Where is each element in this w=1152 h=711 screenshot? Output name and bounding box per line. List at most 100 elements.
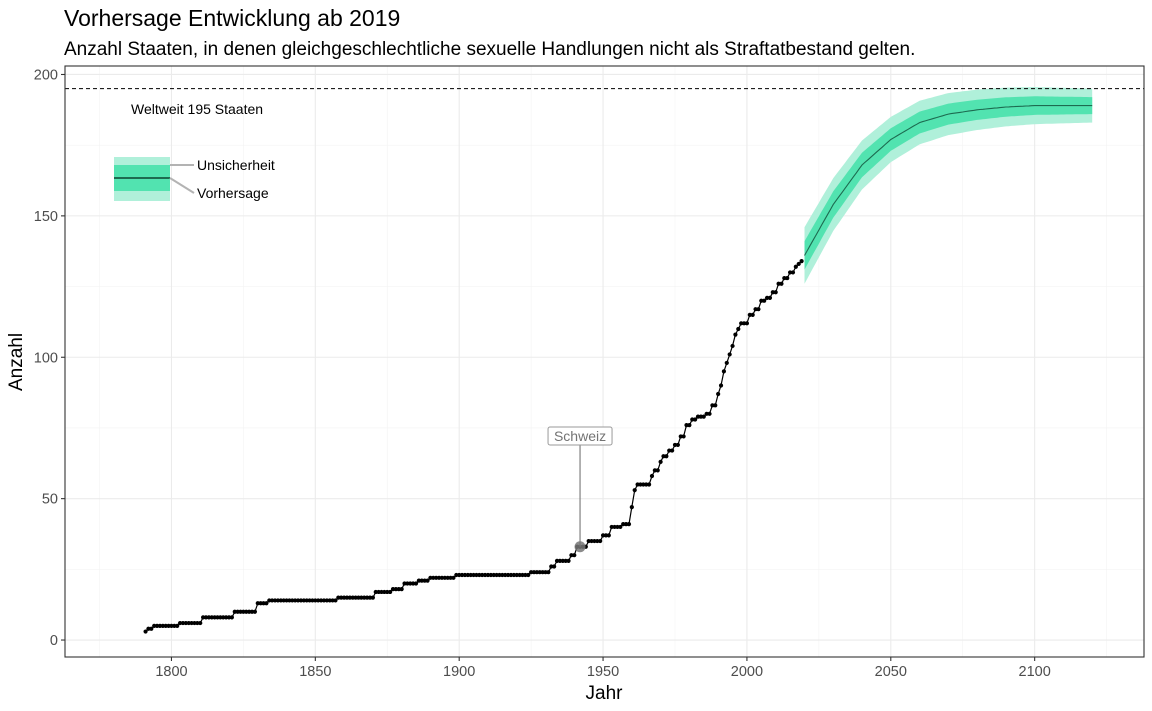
historical-point [730, 343, 735, 349]
historical-point [468, 572, 473, 578]
historical-point [462, 572, 468, 578]
historical-point [353, 595, 358, 600]
historical-point [520, 572, 525, 578]
historical-point [298, 598, 304, 603]
historical-point [362, 595, 367, 600]
x-tick-label: 1850 [299, 664, 331, 680]
forecast-layer [804, 87, 1093, 284]
historical-point [321, 598, 327, 603]
x-tick-label: 1900 [443, 664, 475, 680]
historical-point [247, 609, 252, 614]
historical-point [566, 558, 571, 563]
historical-point [724, 360, 729, 366]
historical-point [393, 587, 398, 592]
historical-point [667, 448, 672, 453]
historical-point [563, 558, 568, 563]
historical-point [249, 609, 255, 614]
historical-point [482, 572, 488, 578]
historical-point [796, 261, 801, 267]
historical-point [154, 623, 160, 628]
x-tick-label: 2050 [875, 664, 907, 680]
historical-point [557, 558, 563, 563]
historical-point [606, 533, 611, 538]
historical-point [235, 609, 240, 614]
historical-point [270, 598, 275, 603]
historical-point [626, 521, 632, 527]
historical-point [526, 572, 531, 578]
historical-point [416, 578, 422, 583]
historical-point [675, 442, 680, 448]
historical-point [695, 414, 701, 419]
y-tick-label: 200 [34, 67, 58, 83]
historical-point [261, 601, 266, 606]
y-axis-title: Anzahl [6, 333, 27, 391]
historical-point [385, 589, 390, 595]
historical-point [488, 572, 493, 578]
historical-point [149, 626, 154, 631]
historical-point [293, 598, 298, 603]
legend-forecast-label: Vorhersage [197, 185, 269, 201]
historical-point [764, 295, 770, 300]
historical-point [707, 411, 712, 416]
grid-major [65, 66, 1144, 657]
historical-point [598, 538, 603, 544]
historical-point [451, 575, 456, 580]
callout-label: Schweiz [554, 428, 606, 444]
historical-point [759, 298, 764, 303]
x-tick-label: 1800 [155, 664, 187, 680]
historical-point [609, 524, 614, 530]
historical-point [750, 312, 755, 317]
historical-point [229, 615, 234, 620]
historical-point [655, 468, 660, 473]
historical-point [684, 423, 689, 428]
historical-point [373, 589, 378, 595]
historical-point [436, 575, 442, 580]
historical-point [652, 468, 657, 473]
historical-point [549, 564, 554, 569]
historical-point [203, 615, 209, 620]
historical-point [540, 570, 545, 575]
historical-point [465, 572, 470, 578]
historical-point [782, 275, 787, 281]
historical-point [304, 598, 309, 603]
historical-point [727, 352, 732, 357]
historical-point [241, 609, 246, 614]
forecast-uncertainty-band [804, 87, 1093, 284]
historical-point [218, 615, 223, 620]
historical-point [339, 595, 344, 600]
historical-point [209, 615, 214, 620]
historical-point [779, 281, 784, 286]
historical-point [554, 558, 560, 563]
historical-point [258, 601, 263, 606]
historical-point [661, 454, 666, 459]
historical-point [500, 572, 505, 578]
historical-point [431, 575, 436, 580]
historical-point [511, 572, 516, 578]
historical-point [198, 620, 203, 626]
historical-point [301, 598, 306, 603]
historical-point [586, 538, 591, 544]
historical-point [272, 598, 278, 603]
legend-forecast-leader [169, 177, 195, 194]
historical-point [175, 623, 180, 628]
plot-panel [65, 66, 1144, 657]
historical-point [382, 589, 387, 595]
historical-point [342, 595, 347, 600]
historical-point [517, 572, 522, 578]
historical-point [546, 570, 551, 575]
grid-minor [65, 66, 1144, 657]
x-axis-title: Jahr [586, 683, 624, 704]
historical-point [396, 587, 401, 592]
historical-point [621, 521, 626, 527]
historical-point [278, 598, 283, 603]
historical-point [543, 570, 548, 575]
historical-point [718, 383, 724, 388]
historical-point [419, 578, 424, 583]
historical-point [318, 598, 324, 603]
historical-point [267, 598, 272, 603]
historical-point [399, 587, 404, 592]
historical-point [367, 595, 373, 600]
historical-point [762, 298, 767, 303]
chart-title: Vorhersage Entwicklung ab 2019 [64, 5, 400, 31]
historical-point [370, 595, 375, 600]
